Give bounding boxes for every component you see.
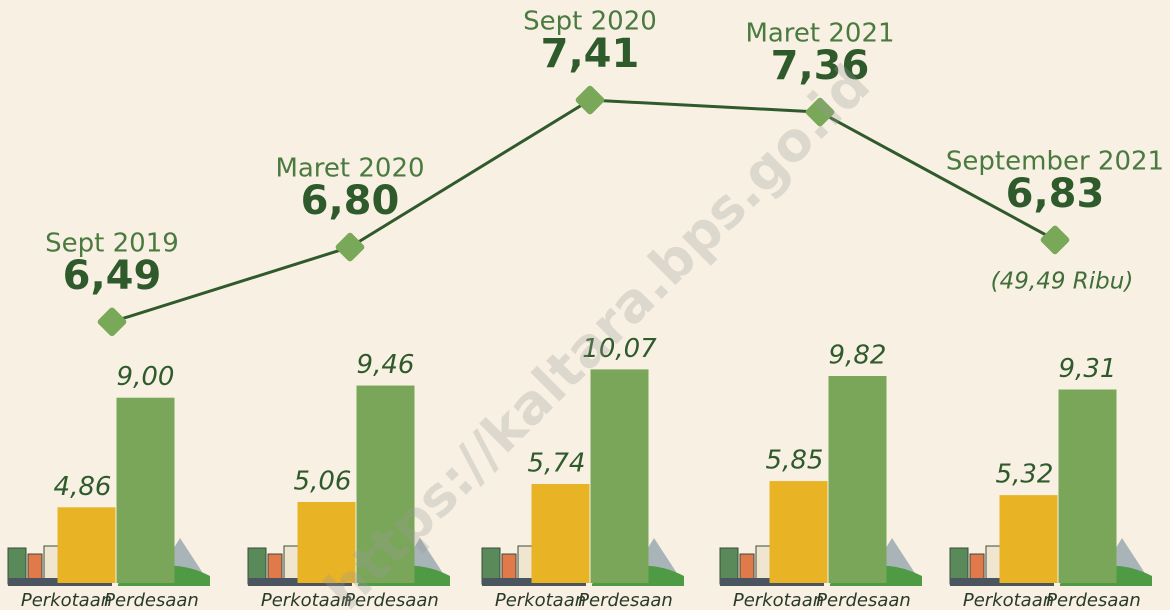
bar <box>57 507 116 583</box>
series-label: Perdesaan <box>578 590 673 610</box>
point-category-label: Maret 2021 <box>745 19 894 49</box>
bar <box>999 495 1058 583</box>
bar-value-label: 5,74 <box>528 449 586 479</box>
point-category-label: Maret 2020 <box>275 154 424 184</box>
point-marker <box>575 85 605 115</box>
series-label: Perkotaan <box>733 590 824 610</box>
bar <box>590 369 649 583</box>
point-category-label: Sept 2020 <box>523 7 657 37</box>
series-label: Perkotaan <box>963 590 1054 610</box>
series-label: Perdesaan <box>104 590 199 610</box>
bar <box>356 385 415 583</box>
point-marker <box>805 97 835 127</box>
series-label: Perdesaan <box>816 590 911 610</box>
bar-value-label: 4,86 <box>54 472 112 502</box>
bar <box>531 484 590 583</box>
point-marker <box>1040 225 1070 255</box>
series-label: Perdesaan <box>344 590 439 610</box>
annotation: (49,49 Ribu) <box>991 268 1134 294</box>
series-label: Perkotaan <box>261 590 352 610</box>
series-label: Perdesaan <box>1046 590 1141 610</box>
bar-chart: 4,86 Perkotaan 5,06 Perkotaan 5,74 Perkotaan 5… <box>7 334 1152 610</box>
point-marker <box>335 232 365 262</box>
bar-value-label: 5,85 <box>766 446 824 476</box>
point-value-label: 7,41 <box>541 31 640 77</box>
series-label: Perkotaan <box>495 590 586 610</box>
point-marker <box>97 307 127 337</box>
series-label: Perkotaan <box>21 590 112 610</box>
bar <box>769 481 828 583</box>
bar <box>116 397 175 583</box>
bar-value-label: 5,06 <box>294 467 352 497</box>
point-value-label: 6,49 <box>63 253 162 299</box>
bar-value-label: 9,00 <box>117 362 175 392</box>
bar-value-label: 10,07 <box>582 334 657 364</box>
bar <box>828 376 887 583</box>
bar-value-label: 9,82 <box>829 341 887 371</box>
point-value-label: 6,83 <box>1006 171 1105 217</box>
bar <box>1058 389 1117 583</box>
point-category-label: Sept 2019 <box>45 228 179 258</box>
point-value-label: 6,80 <box>301 178 400 224</box>
point-value-label: 7,36 <box>771 43 870 89</box>
bar <box>297 502 356 583</box>
bar-value-label: 9,46 <box>357 350 415 380</box>
bar-value-label: 9,31 <box>1059 354 1117 384</box>
point-category-label: September 2021 <box>946 146 1164 176</box>
bar-value-label: 5,32 <box>996 460 1054 490</box>
